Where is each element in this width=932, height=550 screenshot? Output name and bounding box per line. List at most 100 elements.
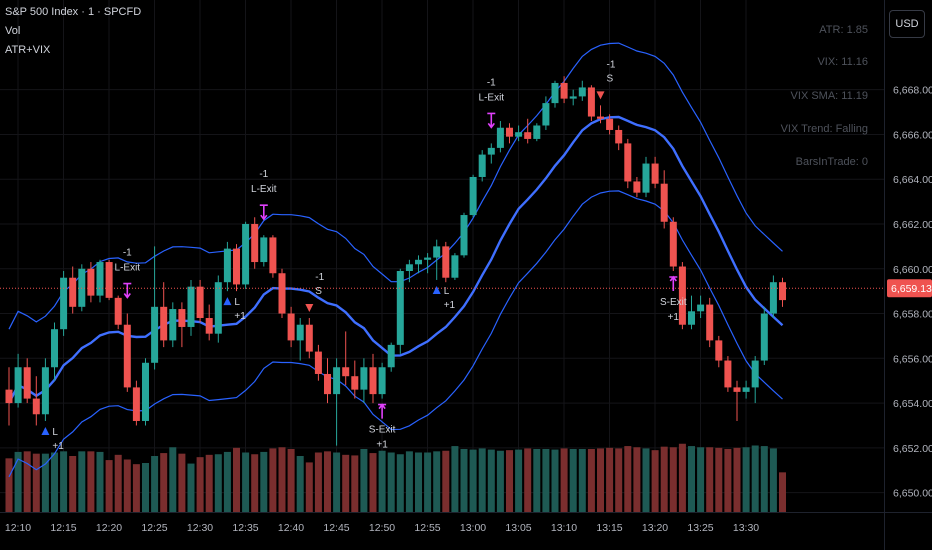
candle-body (415, 259, 422, 265)
candle-body (478, 154, 486, 177)
candle-body (123, 324, 131, 388)
currency-button[interactable]: USD (889, 10, 925, 38)
candle-body (769, 282, 777, 314)
candle-body (260, 237, 268, 263)
short-exit-label: +1 (376, 440, 388, 451)
middle-band (7, 115, 784, 404)
volume-legend[interactable]: Vol (5, 25, 21, 37)
volume-bar (524, 448, 532, 512)
volume-bar (369, 453, 377, 512)
volume-bar (314, 452, 322, 512)
candle-body (160, 306, 168, 341)
short-entry-label: -1 (315, 272, 324, 283)
volume-bar (251, 454, 259, 512)
candle-body (697, 304, 705, 312)
candle-body (669, 221, 677, 267)
long-exit-marker (259, 204, 268, 221)
candle-body (606, 118, 614, 130)
candle-body (469, 176, 477, 216)
volume-bar (496, 450, 504, 512)
volume-bar (560, 448, 568, 512)
long-entry-marker (432, 285, 441, 294)
candle-body (51, 329, 58, 368)
volume-bar (351, 455, 359, 512)
price-tick-label: 6,666.00 (893, 129, 932, 141)
candle-body (114, 297, 122, 325)
candle-body (360, 367, 368, 390)
candle-body (578, 87, 586, 97)
candle-body (760, 313, 768, 361)
short-exit-marker (669, 275, 678, 291)
price-tick-label: 6,664.00 (893, 174, 932, 186)
time-axis[interactable]: 12:10 12:15 12:20 12:25 12:30 12:35 12:40 12:45… (5, 522, 759, 534)
price-tick-label: 6,662.00 (893, 219, 932, 231)
indicator-legend[interactable]: ATR+VIX (5, 44, 51, 56)
short-entry-marker (305, 304, 314, 313)
volume-bar (706, 447, 714, 512)
candle-body (5, 389, 13, 404)
volume-bar (697, 447, 705, 512)
volume-bar (114, 454, 122, 512)
long-entry-label: +1 (52, 441, 64, 452)
long-exit-label: L-Exit (479, 92, 505, 103)
candle-body (60, 277, 68, 330)
candle-body (569, 96, 577, 99)
time-tick-label: 12:15 (50, 522, 76, 534)
volume-bar (378, 450, 386, 512)
price-axis[interactable]: 6,668.00 6,666.00 6,664.00 6,662.00 6,660.00… (887, 85, 932, 500)
stat-vix-trend: VIX Trend: Falling (780, 123, 868, 135)
candle-body (178, 309, 186, 327)
volume-bar (169, 447, 177, 512)
price-tick-label: 6,656.00 (893, 353, 932, 365)
candle-body (214, 282, 222, 334)
long-entry-label: +1 (444, 300, 456, 311)
candle-body (233, 248, 240, 285)
volume-bar (433, 451, 441, 512)
symbol-legend[interactable]: S&P 500 Index · 1 · SPCFD (5, 6, 142, 18)
candle-body (542, 103, 550, 126)
trade-signals: L +1 -1 L-Exit L +1 -1 L-Exit -1 S S-Exit +1 L +1 -1 L-… (41, 59, 687, 452)
volume-bar (678, 443, 686, 512)
volume-bar (69, 456, 77, 512)
candle-body (151, 306, 159, 363)
volume-bar (460, 449, 468, 512)
candle-body (41, 367, 49, 415)
candle-body (105, 262, 113, 298)
candle-body (515, 132, 523, 137)
volume-bar (160, 453, 168, 512)
volume-bar (287, 449, 295, 512)
long-entry-label: L (52, 427, 58, 438)
volume-bar (142, 463, 149, 512)
volume-bar (333, 452, 341, 512)
short-entry-label: -1 (607, 59, 616, 70)
long-entry-label: +1 (234, 311, 246, 322)
volume-bar (633, 447, 641, 512)
candle-body (560, 82, 568, 99)
candle-body (506, 127, 513, 137)
candle-body (597, 116, 604, 119)
volume-bar (105, 460, 113, 512)
volume-bar (324, 451, 331, 512)
candle-body (169, 309, 177, 341)
candle-body (424, 257, 432, 260)
time-tick-label: 12:20 (96, 522, 122, 534)
candle-body (296, 324, 304, 341)
time-tick-label: 12:45 (323, 522, 349, 534)
volume-bar (606, 447, 614, 512)
volume-bars (5, 443, 786, 512)
time-tick-label: 12:25 (141, 522, 167, 534)
short-exit-marker (378, 403, 387, 419)
candle-body (242, 223, 250, 285)
candle-body (706, 304, 714, 341)
candle-body (642, 163, 650, 193)
volume-bar (269, 448, 277, 512)
candle-body (751, 360, 759, 388)
volume-bar (442, 450, 450, 512)
candle-body (524, 132, 532, 139)
volume-bar (587, 449, 595, 512)
short-entry-marker (596, 91, 605, 100)
volume-bar (733, 447, 741, 512)
volume-bar (32, 453, 40, 512)
volume-bar (214, 454, 222, 512)
